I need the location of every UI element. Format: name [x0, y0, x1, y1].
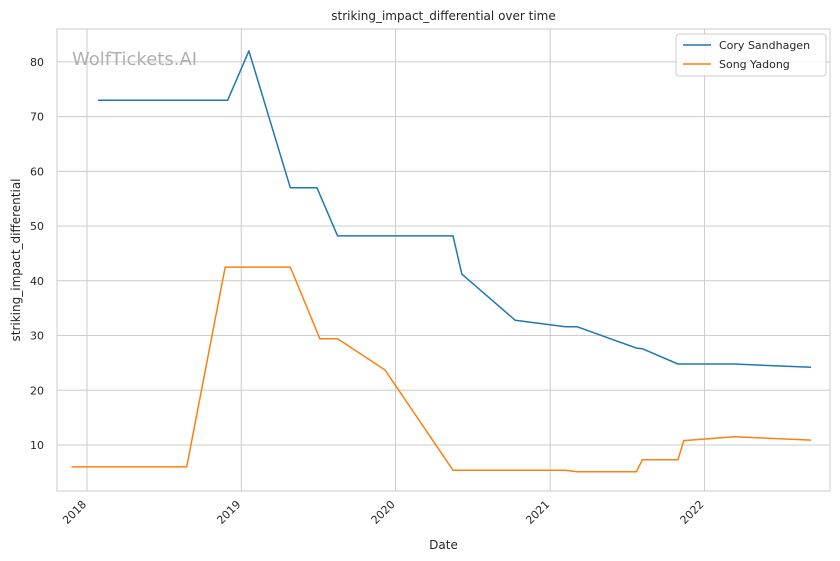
x-tick-label: 2020: [369, 498, 398, 527]
x-tick-label: 2021: [523, 498, 552, 527]
y-tick-label: 20: [30, 384, 44, 397]
series-lines: [71, 50, 812, 473]
legend: Cory Sandhagen Song Yadong: [675, 33, 827, 77]
y-tick-label: 30: [30, 330, 44, 343]
watermark-text: WolfTickets.AI: [72, 49, 197, 70]
series-line-song-yadong: [71, 266, 812, 473]
y-tick-label: 70: [30, 111, 44, 124]
legend-label-cory-sandhagen: Cory Sandhagen: [719, 39, 810, 52]
legend-box: [675, 33, 827, 77]
plot-frame: [56, 28, 831, 492]
x-tick-label: 2018: [60, 498, 89, 527]
tick-labels: 10 20 30 40 50 60 70 80 2018 2019 2020 2021 2022: [30, 56, 707, 527]
y-tick-label: 80: [30, 56, 44, 69]
grid: [57, 29, 830, 491]
x-tick-label: 2019: [214, 498, 243, 527]
y-tick-label: 10: [30, 439, 44, 452]
y-axis-title: striking_impact_differential: [9, 178, 23, 341]
y-tick-label: 60: [30, 165, 44, 178]
y-tick-label: 40: [30, 275, 44, 288]
x-tick-label: 2022: [678, 498, 707, 527]
series-line-cory-sandhagen: [98, 50, 812, 369]
legend-label-song-yadong: Song Yadong: [719, 58, 790, 71]
x-axis-title: Date: [429, 538, 458, 552]
y-tick-label: 50: [30, 220, 44, 233]
chart-title: striking_impact_differential over time: [331, 9, 556, 23]
